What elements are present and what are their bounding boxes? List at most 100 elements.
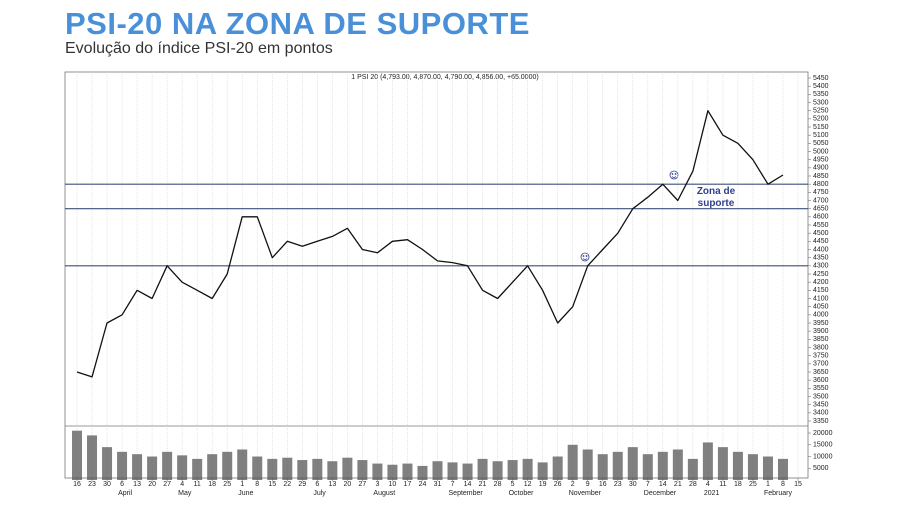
x-tick-label: 1 [766,481,770,488]
volume-bar [507,460,518,480]
x-tick-label: 31 [434,481,442,488]
x-tick-label: 15 [794,481,802,488]
volume-bar [147,456,158,480]
y-tick-label: 3800 [813,344,829,351]
x-tick-label: 22 [283,481,291,488]
volume-bar [702,442,713,480]
volume-bar [732,451,743,480]
volume-bar [552,456,563,480]
volume-bar [402,463,413,480]
x-tick-label: 11 [719,481,726,488]
x-tick-label: 16 [599,481,607,488]
x-tick-label: 13 [328,481,336,488]
month-label: September [449,490,484,497]
y-tick-label: 4150 [813,287,829,294]
volume-bar [777,458,788,480]
chart-title: PSI-20 NA ZONA DE SUPORTE [65,6,530,41]
volume-bar [282,457,293,480]
volume-bar [447,462,458,480]
volume-bar [642,454,653,480]
month-label: May [178,490,192,497]
volume-bar [132,454,143,480]
x-tick-label: 12 [524,481,532,488]
y2-tick-label: 5000 [813,465,829,472]
y-tick-label: 4950 [813,157,829,164]
y-tick-label: 4200 [813,279,829,286]
volume-bar [417,465,428,480]
x-tick-label: 15 [268,481,276,488]
y-tick-label: 3400 [813,410,829,417]
x-tick-label: 28 [494,481,502,488]
volume-bar [567,444,578,480]
volume-bar [237,449,248,480]
volume-bar [207,454,218,480]
y-tick-label: 4650 [813,206,829,213]
volume-bar [612,451,623,480]
x-tick-label: 20 [148,481,156,488]
y-tick-label: 4050 [813,304,829,311]
y-tick-label: 3600 [813,377,829,384]
y-tick-label: 4800 [813,181,829,188]
x-tick-label: 29 [298,481,306,488]
y-tick-label: 3950 [813,320,829,327]
y-tick-label: 5350 [813,91,829,98]
x-tick-label: 25 [749,481,757,488]
x-tick-label: 21 [479,481,487,488]
y-tick-label: 5450 [813,75,829,82]
volume-bar [72,430,82,480]
y-tick-label: 4700 [813,197,829,204]
volume-bar [267,458,278,480]
volume-bar [537,462,548,480]
y-tick-label: 5100 [813,132,829,139]
price-line [76,110,784,378]
y-tick-label: 3500 [813,393,829,400]
x-tick-label: 25 [223,481,231,488]
y-tick-label: 4850 [813,173,829,180]
x-tick-label: 1 [240,481,244,488]
y-tick-label: 5050 [813,140,829,147]
x-tick-label: 11 [194,481,201,488]
volume-bar [177,455,188,480]
y-tick-label: 4450 [813,238,829,245]
x-tick-label: 27 [358,481,366,488]
volume-bar [657,451,668,480]
volume-bar [312,458,323,480]
volume-bar [597,454,608,480]
volume-bar [432,461,443,480]
x-tick-label: 9 [586,481,590,488]
month-label: December [644,490,677,497]
volume-bar [747,454,758,480]
y-tick-label: 4750 [813,189,829,196]
x-tick-label: 30 [103,481,111,488]
x-tick-label: 14 [464,481,472,488]
volume-bar [477,458,488,480]
x-tick-label: 18 [734,481,742,488]
y-tick-label: 5300 [813,99,829,106]
y2-tick-label: 15000 [813,442,833,449]
volume-bar [762,456,773,480]
volume-bar [252,456,263,480]
y-tick-label: 3350 [813,418,829,425]
x-tick-label: 20 [343,481,351,488]
volume-bar [492,461,503,480]
month-label: April [118,490,132,497]
x-tick-label: 26 [554,481,562,488]
y-tick-label: 3700 [813,361,829,368]
volume-bar [372,463,383,480]
x-tick-label: 7 [646,481,650,488]
x-tick-label: 28 [689,481,697,488]
month-label: February [764,490,793,497]
y2-tick-label: 20000 [813,430,833,437]
y-tick-label: 4400 [813,246,829,253]
volume-bar [222,451,233,480]
x-tick-label: 14 [659,481,667,488]
x-tick-label: 24 [419,481,427,488]
x-tick-label: 16 [73,481,81,488]
x-tick-label: 13 [133,481,141,488]
volume-bar [192,458,203,480]
volume-bar [327,461,338,480]
volume-bar [87,435,98,480]
y-tick-label: 3650 [813,369,829,376]
